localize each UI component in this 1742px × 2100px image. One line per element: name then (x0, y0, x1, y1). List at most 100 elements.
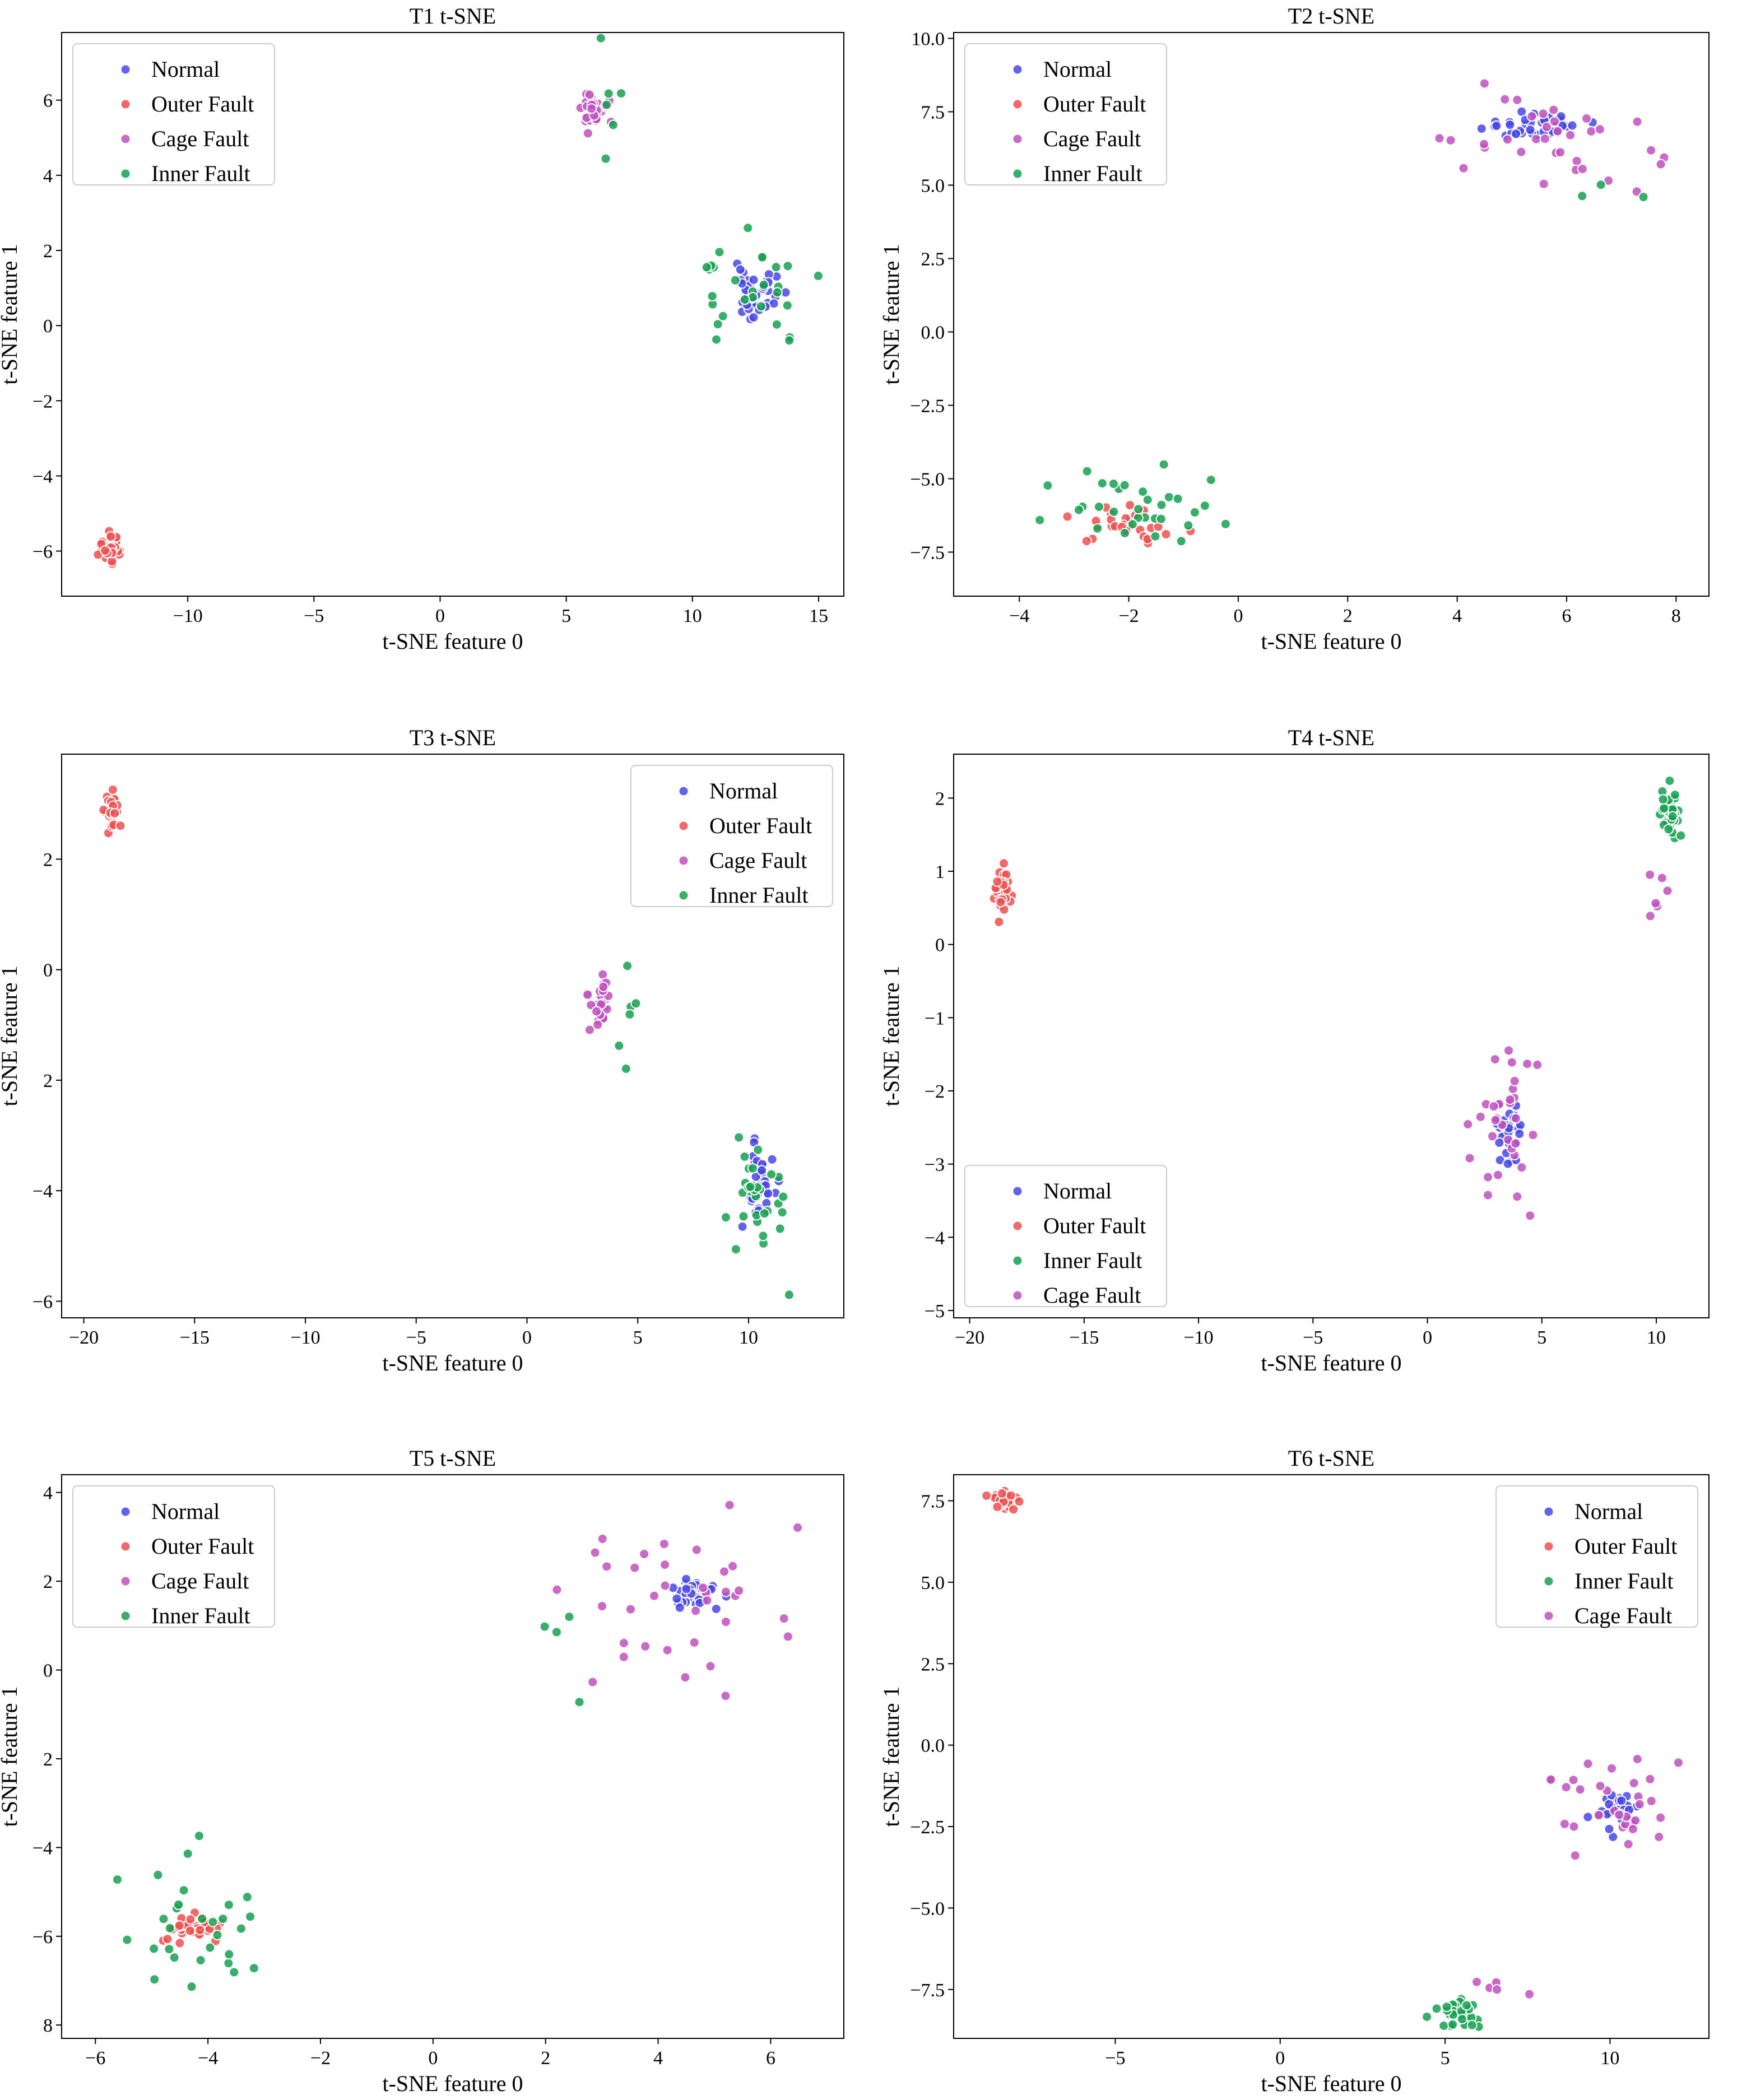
y-tick-label: −5.0 (910, 1898, 945, 1919)
y-tick-label: 0 (43, 316, 53, 337)
legend-marker (120, 1541, 131, 1552)
data-point-inner-fault (730, 275, 741, 286)
data-point-cage-fault (1512, 94, 1523, 105)
x-tick-label: 0 (1275, 2048, 1285, 2069)
data-point-inner-fault (784, 335, 795, 346)
data-point-inner-fault (551, 1627, 562, 1638)
data-point-inner-fault (777, 1207, 788, 1218)
data-point-inner-fault (707, 291, 718, 302)
x-tick-label: −5 (1303, 1327, 1323, 1348)
x-tick-label: 0 (428, 2048, 438, 2069)
legend-label: Normal (1574, 1499, 1643, 1524)
y-tick-label: 5.0 (921, 1573, 945, 1593)
data-point-inner-fault (1142, 494, 1153, 505)
x-tick-label: 10 (1647, 1327, 1666, 1348)
data-point-outer-fault (1005, 1490, 1016, 1501)
data-point-inner-fault (783, 1289, 795, 1300)
data-point-outer-fault (998, 858, 1009, 869)
data-point-cage-fault (1537, 108, 1549, 119)
data-point-cage-fault (1489, 1054, 1501, 1065)
y-tick-label: 6 (43, 91, 53, 111)
data-point-cage-fault (1475, 1111, 1486, 1122)
x-tick-label: 2 (1343, 606, 1353, 626)
legend: Normal Outer Fault Cage Fault Inner Fault (964, 43, 1167, 186)
data-point-cage-fault (1527, 1130, 1539, 1141)
y-tick-label: −4 (925, 1228, 945, 1248)
data-point-cage-fault (1538, 178, 1549, 189)
x-tick-label: −2 (1118, 606, 1139, 626)
data-point-cage-fault (1483, 1172, 1494, 1183)
data-point-cage-fault (1662, 885, 1673, 896)
data-point-outer-fault (105, 531, 117, 542)
data-point-inner-fault (747, 1163, 758, 1174)
legend-label: Cage Fault (709, 848, 807, 873)
chart-t6: T6 t-SNE −5 0 5 10 −7.5 −5.0 −2.5 0.0 2.5 5.0 7.5 t-… (879, 1446, 1710, 2096)
scatter-points (1034, 78, 1670, 549)
data-point-inner-fault (217, 1913, 229, 1925)
data-point-normal (735, 264, 746, 275)
legend-label: Outer Fault (1574, 1534, 1677, 1559)
x-tick-label: −4 (1009, 606, 1029, 626)
data-point-inner-fault (717, 310, 728, 322)
data-point-outer-fault (184, 1925, 196, 1936)
data-point-inner-fault (1205, 475, 1216, 485)
data-point-inner-fault (1638, 192, 1649, 203)
data-point-cage-fault (1653, 1832, 1665, 1842)
data-point-cage-fault (1568, 1821, 1580, 1832)
data-point-cage-fault (1650, 898, 1661, 909)
legend-marker (120, 133, 131, 145)
legend-marker (1543, 1506, 1554, 1517)
legend-label: Inner Fault (151, 161, 250, 186)
legend: Normal Outer Fault Cage Fault Inner Fault (72, 43, 275, 186)
data-point-normal (1582, 1811, 1594, 1823)
y-tick-label: 2 (43, 1071, 53, 1091)
legend-marker (1012, 1255, 1023, 1266)
data-point-inner-fault (164, 1922, 175, 1934)
legend-box (72, 1485, 275, 1628)
data-point-cage-fault (680, 1672, 691, 1683)
y-tick-label: −4 (32, 1838, 53, 1859)
y-tick-label: 0 (935, 935, 945, 956)
data-point-inner-fault (1119, 480, 1130, 491)
data-point-inner-fault (1093, 501, 1104, 512)
data-point-outer-fault (996, 1488, 1007, 1499)
data-point-inner-fault (1127, 519, 1138, 530)
data-point-inner-fault (164, 1944, 175, 1955)
legend-marker (1543, 1541, 1554, 1552)
data-point-inner-fault (766, 1169, 777, 1180)
legend-box (630, 765, 833, 907)
data-point-inner-fault (1108, 507, 1119, 517)
legend-box (964, 1165, 1167, 1307)
y-tick-label: −1 (925, 1008, 945, 1029)
data-point-inner-fault (1176, 536, 1187, 547)
data-point-inner-fault (712, 319, 723, 330)
data-point-inner-fault (771, 319, 782, 330)
data-point-cage-fault (689, 1637, 700, 1648)
chart-title: T6 t-SNE (1288, 1446, 1374, 1471)
data-point-cage-fault (586, 103, 597, 114)
data-point-cage-fault (1552, 126, 1563, 137)
legend-marker (120, 1506, 131, 1517)
data-point-inner-fault (1663, 824, 1674, 835)
data-point-cage-fault (597, 1601, 607, 1612)
data-point-inner-fault (770, 262, 782, 273)
data-point-cage-fault (1559, 1818, 1570, 1829)
y-tick-label: 1 (935, 862, 945, 882)
data-point-cage-fault (1539, 133, 1550, 145)
data-point-inner-fault (745, 1181, 756, 1192)
data-point-normal (737, 1221, 748, 1232)
data-point-cage-fault (1483, 1190, 1494, 1201)
data-point-cage-fault (1628, 1777, 1639, 1788)
x-tick-label: −10 (290, 1327, 320, 1348)
data-point-inner-fault (1108, 478, 1119, 489)
data-point-cage-fault (1646, 145, 1657, 156)
data-point-inner-fault (1189, 507, 1200, 518)
data-point-outer-fault (981, 1490, 992, 1501)
data-point-inner-fault (197, 1913, 208, 1925)
data-point-cage-fault (597, 1534, 608, 1544)
data-point-cage-fault (1492, 1984, 1503, 1995)
chart-title: T5 t-SNE (410, 1446, 496, 1471)
legend: Normal Outer Fault Inner Fault Cage Fault (964, 1165, 1167, 1308)
data-point-cage-fault (733, 1585, 745, 1596)
data-point-outer-fault (194, 1925, 206, 1936)
